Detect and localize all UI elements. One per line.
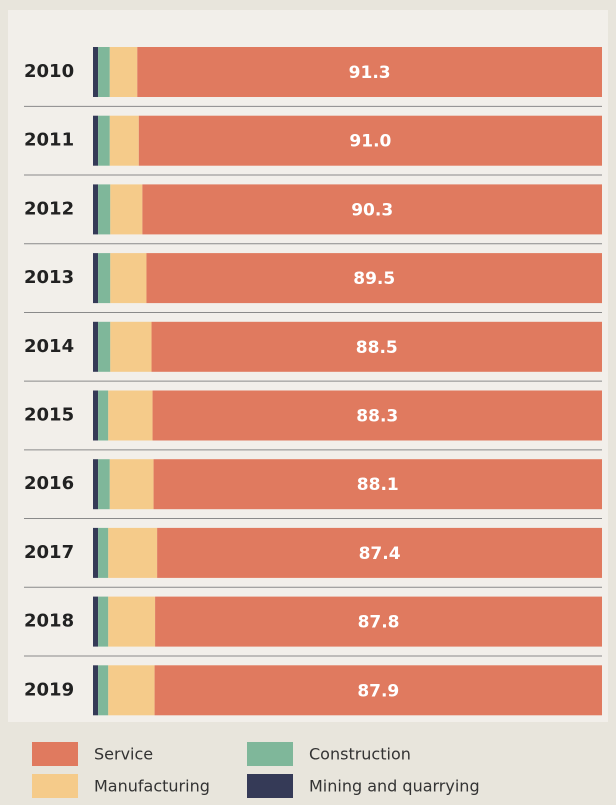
bar-segment [93,253,98,303]
year-label: 2016 [24,473,74,494]
value-label: 89.5 [353,269,395,289]
legend-label: Mining and quarrying [309,777,480,796]
bar-segment [98,47,110,97]
year-label: 2013 [24,267,74,288]
year-label: 2014 [24,336,74,357]
bar-segment [110,116,139,166]
bar-segment [98,253,110,303]
bar-segment [93,597,98,647]
bar-segment [93,322,98,372]
bar-segment [93,528,98,578]
bar-segment [108,391,152,441]
year-label: 2011 [24,130,74,151]
bar-segment [108,528,157,578]
year-label: 2019 [24,679,74,700]
bar-segment [93,665,98,715]
legend-swatch [247,774,293,798]
value-label: 88.5 [356,338,398,358]
legend-label: Construction [309,745,411,764]
bar-segment [98,665,108,715]
bar-segment [98,597,108,647]
year-label: 2015 [24,405,74,426]
bar-segment [93,116,98,166]
bar-segment [98,528,108,578]
value-label: 91.3 [349,63,391,83]
legend-swatch [32,774,78,798]
bar-segment [93,47,98,97]
chart: 2010 91.3 2011 91.0 2012 90.3 2013 89.5 2014 88.5… [0,0,616,805]
year-label: 2018 [24,611,74,632]
page: 2010 91.3 2011 91.0 2012 90.3 2013 89.5 2014 88.5… [0,0,616,805]
value-label: 87.9 [357,681,399,701]
bar-segment [108,665,154,715]
bar-segment [110,459,154,509]
bar-segment [98,391,108,441]
bar-segment [98,184,110,234]
bar-segment [108,597,155,647]
legend-label: Service [94,745,153,764]
bar-segment [110,253,146,303]
legend-swatch [247,742,293,766]
value-label: 88.1 [357,475,399,495]
bar-segment [110,322,151,372]
bar-segment [98,116,110,166]
year-label: 2017 [24,542,74,563]
legend-label: Manufacturing [94,777,210,796]
value-label: 90.3 [351,200,393,220]
legend-swatch [32,742,78,766]
bar-segment [98,322,110,372]
value-label: 87.4 [359,544,401,564]
bar-segment [110,184,142,234]
value-label: 87.8 [358,613,400,633]
bar-segment [93,184,98,234]
bar-segment [110,47,137,97]
year-label: 2010 [24,61,74,82]
year-label: 2012 [24,198,74,219]
bar-segment [93,391,98,441]
bar-segment [93,459,98,509]
value-label: 91.0 [349,132,391,152]
bar-segment [98,459,110,509]
value-label: 88.3 [356,407,398,427]
